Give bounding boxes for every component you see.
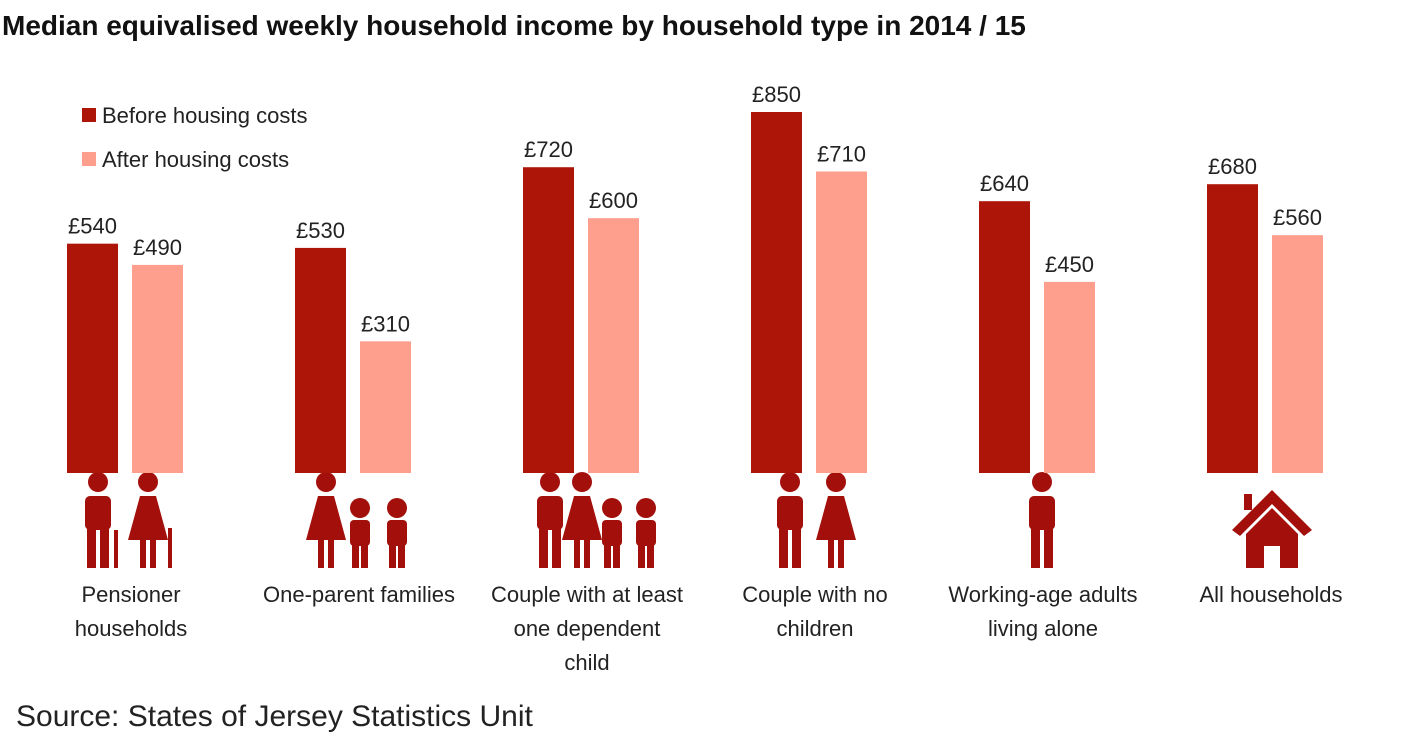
bar: [67, 243, 118, 473]
bar: [360, 341, 411, 473]
bar: [588, 218, 639, 473]
value-label: £530: [296, 218, 345, 243]
legend-swatch: [82, 108, 96, 122]
category-label: Couple with at least one dependent child: [491, 582, 683, 675]
bar: [1272, 235, 1323, 473]
bar: [295, 247, 346, 473]
value-label: £490: [133, 235, 182, 260]
legend-label: Before housing costs: [102, 103, 307, 128]
value-label: £680: [1208, 154, 1257, 179]
category-label: Couple with no children: [742, 582, 888, 641]
value-label: £850: [752, 82, 801, 107]
bar: [1207, 184, 1258, 474]
bar: [1044, 281, 1095, 473]
chart-title: Median equivalised weekly household inco…: [2, 10, 1026, 41]
legend-swatch: [82, 152, 96, 166]
value-label: £540: [68, 214, 117, 239]
bar: [523, 167, 574, 473]
value-label: £710: [817, 141, 866, 166]
icon-house: [1232, 490, 1312, 568]
bar: [816, 171, 867, 473]
category-label: Working-age adults living alone: [948, 582, 1138, 641]
value-label: £640: [980, 171, 1029, 196]
value-label: £310: [361, 311, 410, 336]
category-label: Pensioner households: [74, 582, 188, 641]
icon-pensioners: [85, 472, 172, 568]
bar: [979, 201, 1030, 473]
icon-couple-child: [537, 472, 656, 568]
legend-label: After housing costs: [102, 147, 289, 172]
icon-one-parent: [306, 472, 407, 568]
icon-single: [1029, 472, 1055, 568]
bar: [132, 264, 183, 473]
value-label: £720: [524, 137, 573, 162]
value-label: £450: [1045, 252, 1094, 277]
value-label: £560: [1273, 205, 1322, 230]
category-label: All households: [1199, 582, 1343, 607]
category-label: One-parent families: [263, 582, 455, 607]
icon-couple: [777, 472, 856, 568]
bar: [751, 112, 802, 473]
source: Source: States of Jersey Statistics Unit: [16, 700, 533, 733]
value-label: £600: [589, 188, 638, 213]
